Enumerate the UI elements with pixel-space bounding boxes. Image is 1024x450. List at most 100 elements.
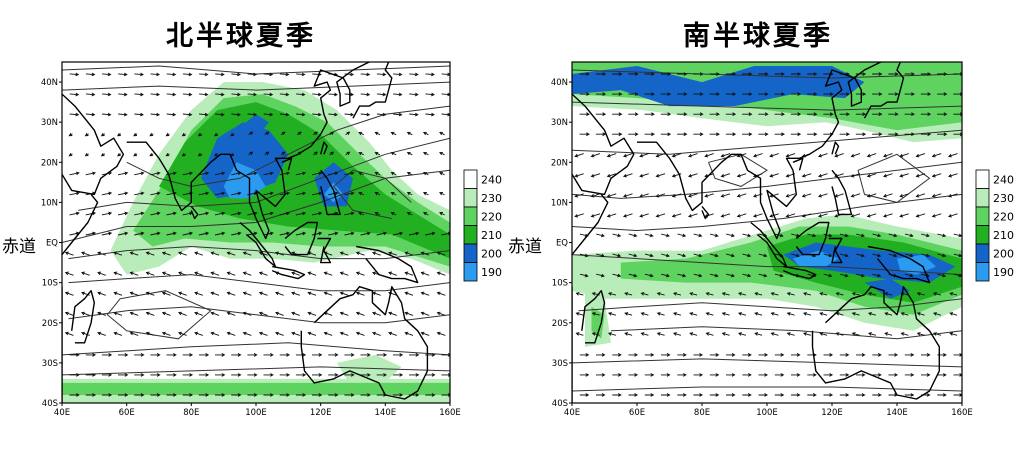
wind-arrow <box>313 131 318 136</box>
wind-arrow <box>612 112 623 116</box>
wind-arrow <box>358 212 365 216</box>
lon-tick-label: 60E <box>629 408 645 418</box>
wind-arrow <box>742 373 752 377</box>
wind-arrow <box>899 193 909 198</box>
wind-arrow <box>69 191 80 196</box>
wind-arrow <box>129 271 139 276</box>
wind-arrow <box>150 72 161 77</box>
wind-arrow <box>872 373 882 377</box>
wind-arrow <box>226 251 236 256</box>
wind-arrow <box>883 193 893 198</box>
wind-arrow <box>590 173 601 178</box>
wind-arrow <box>247 72 258 77</box>
lon-tick-label: 100E <box>245 408 267 418</box>
wind-arrow <box>612 353 622 357</box>
wind-arrow <box>606 193 617 198</box>
wind-arrow <box>884 332 893 336</box>
wind-arrow <box>872 132 883 137</box>
wind-arrow <box>758 393 769 397</box>
wind-arrow <box>937 92 948 96</box>
wind-arrow <box>436 331 446 336</box>
wind-arrow <box>231 231 242 236</box>
wind-arrow <box>69 72 80 77</box>
wind-arrow <box>644 132 655 137</box>
wind-arrow <box>344 171 355 176</box>
wind-arrow <box>439 131 445 136</box>
wind-arrow <box>360 92 371 97</box>
colorbar-label: 200 <box>993 247 1014 260</box>
wind-arrow <box>69 373 80 377</box>
wind-arrow <box>823 373 834 377</box>
wind-arrow <box>69 112 80 117</box>
wind-arrow <box>921 373 931 377</box>
wind-arrow <box>178 311 187 316</box>
wind-arrow <box>953 92 962 96</box>
coastline <box>320 141 328 155</box>
wind-arrow <box>644 253 654 258</box>
lon-tick-label: 140E <box>886 408 908 418</box>
wind-arrow <box>693 373 704 377</box>
wind-arrow <box>390 171 397 176</box>
wind-arrow <box>161 311 171 316</box>
wind-arrow <box>596 253 605 258</box>
wind-arrow <box>102 72 112 77</box>
wind-arrow <box>579 112 590 116</box>
wind-arrow <box>839 373 850 377</box>
wind-arrow <box>215 72 225 77</box>
wind-arrow <box>660 112 672 116</box>
wind-arrow <box>769 193 779 198</box>
wind-arrow <box>178 291 187 296</box>
wind-arrow <box>145 271 155 276</box>
wind-arrow <box>899 213 909 218</box>
wind-arrow <box>791 393 801 397</box>
wind-arrow <box>677 273 687 278</box>
colorbar-swatch <box>463 262 478 282</box>
wind-arrow <box>279 171 291 176</box>
wind-arrow <box>182 92 193 97</box>
wind-arrow <box>85 231 97 236</box>
wind-arrow <box>113 331 123 336</box>
wind-arrow <box>117 211 129 216</box>
wind-arrow <box>947 173 958 178</box>
wind-arrow <box>758 273 768 278</box>
wind-arrow <box>947 213 958 218</box>
wind-arrow <box>855 112 867 116</box>
wind-arrow <box>888 112 899 116</box>
colorbar-swatch <box>463 243 478 263</box>
wind-arrow <box>868 292 877 296</box>
coastline <box>811 286 940 400</box>
wind-arrow <box>953 393 962 397</box>
wind-arrow <box>596 393 606 397</box>
wind-arrow <box>726 373 736 377</box>
coastline <box>320 169 341 216</box>
lat-tick-label: 20S <box>552 319 568 329</box>
coastline <box>701 205 710 220</box>
wind-arrow <box>409 72 419 77</box>
wind-arrow <box>230 132 235 137</box>
wind-arrow <box>882 153 893 158</box>
wind-arrow <box>677 92 688 96</box>
colorbar-swatch <box>975 243 990 263</box>
streamline <box>708 153 768 187</box>
wind-arrow <box>754 312 763 316</box>
wind-arrow <box>69 393 80 397</box>
wind-arrow <box>579 273 589 278</box>
lon-tick-label: 40E <box>564 408 580 418</box>
wind-arrow <box>344 353 355 357</box>
colorbar-label: 230 <box>993 192 1014 205</box>
wind-arrow <box>134 191 145 196</box>
wind-arrow <box>644 273 654 278</box>
wind-arrow <box>149 132 154 137</box>
wind-arrow <box>150 171 161 176</box>
wind-arrow <box>915 193 926 198</box>
wind-arrow <box>656 332 665 336</box>
olr-shade-200 <box>864 278 910 299</box>
wind-arrow <box>323 291 333 296</box>
wind-arrow <box>769 173 779 178</box>
olr-shade-190 <box>223 162 266 199</box>
coastline <box>239 221 277 268</box>
wind-arrow <box>248 151 254 156</box>
wind-arrow <box>312 393 323 397</box>
wind-arrow <box>295 373 307 377</box>
lon-tick-label: 120E <box>310 408 332 418</box>
